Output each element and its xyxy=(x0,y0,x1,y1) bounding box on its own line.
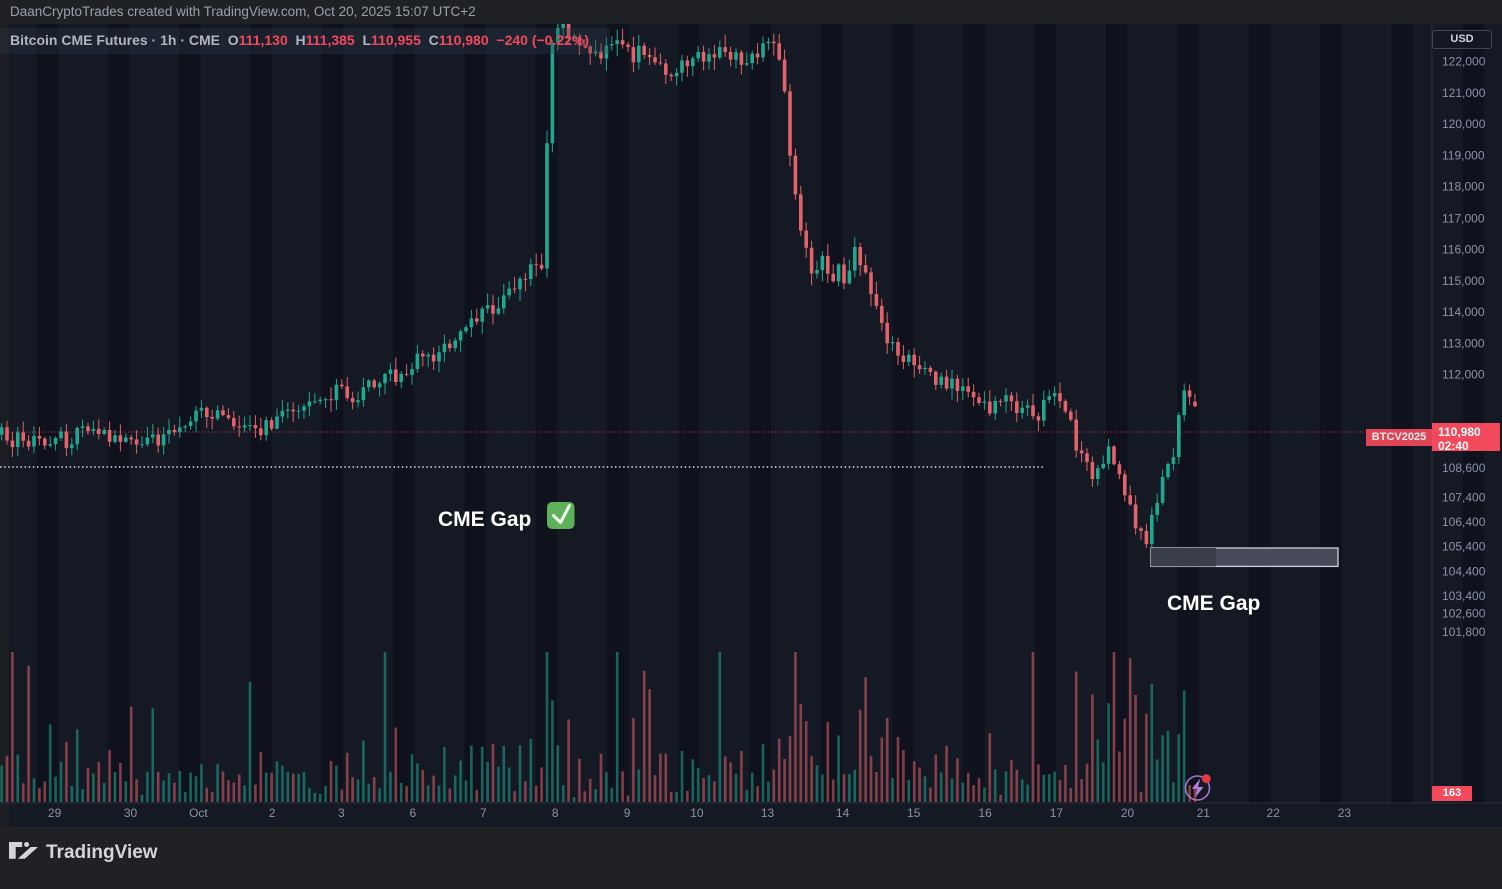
svg-text:17: 17 xyxy=(1050,806,1064,820)
svg-text:115,000: 115,000 xyxy=(1442,274,1485,288)
svg-text:29: 29 xyxy=(48,806,62,820)
svg-text:7: 7 xyxy=(480,806,487,820)
svg-text:105,400: 105,400 xyxy=(1442,540,1486,554)
svg-text:30: 30 xyxy=(124,806,138,820)
svg-text:106,400: 106,400 xyxy=(1442,515,1486,529)
svg-text:120,000: 120,000 xyxy=(1442,117,1486,131)
svg-text:116,000: 116,000 xyxy=(1442,242,1485,256)
svg-text:114,000: 114,000 xyxy=(1442,305,1485,319)
svg-text:107,400: 107,400 xyxy=(1442,491,1486,505)
svg-text:2: 2 xyxy=(269,806,276,820)
svg-text:103,400: 103,400 xyxy=(1442,589,1486,603)
svg-text:122,000: 122,000 xyxy=(1442,54,1486,68)
svg-text:117,000: 117,000 xyxy=(1442,211,1485,225)
svg-text:22: 22 xyxy=(1267,806,1281,820)
svg-text:8: 8 xyxy=(552,806,559,820)
svg-text:21: 21 xyxy=(1197,806,1211,820)
svg-text:20: 20 xyxy=(1121,806,1135,820)
svg-text:112,000: 112,000 xyxy=(1442,368,1485,382)
svg-text:3: 3 xyxy=(338,806,345,820)
svg-text:Oct: Oct xyxy=(189,806,208,820)
svg-text:104,400: 104,400 xyxy=(1442,564,1486,578)
svg-text:CME Gap: CME Gap xyxy=(1167,592,1260,615)
svg-text:119,000: 119,000 xyxy=(1442,149,1485,163)
svg-text:15: 15 xyxy=(907,806,921,820)
svg-text:121,000: 121,000 xyxy=(1442,86,1486,100)
svg-text:6: 6 xyxy=(409,806,416,820)
svg-text:102,600: 102,600 xyxy=(1442,606,1486,620)
svg-text:113,000: 113,000 xyxy=(1442,337,1485,351)
svg-text:CME Gap: CME Gap xyxy=(438,508,531,531)
svg-text:16: 16 xyxy=(978,806,992,820)
svg-text:101,800: 101,800 xyxy=(1442,625,1486,639)
svg-text:118,000: 118,000 xyxy=(1442,180,1485,194)
svg-text:13: 13 xyxy=(761,806,775,820)
svg-text:9: 9 xyxy=(624,806,631,820)
svg-text:10: 10 xyxy=(690,806,704,820)
svg-text:23: 23 xyxy=(1338,806,1352,820)
svg-text:14: 14 xyxy=(836,806,850,820)
svg-text:108,600: 108,600 xyxy=(1442,461,1486,475)
